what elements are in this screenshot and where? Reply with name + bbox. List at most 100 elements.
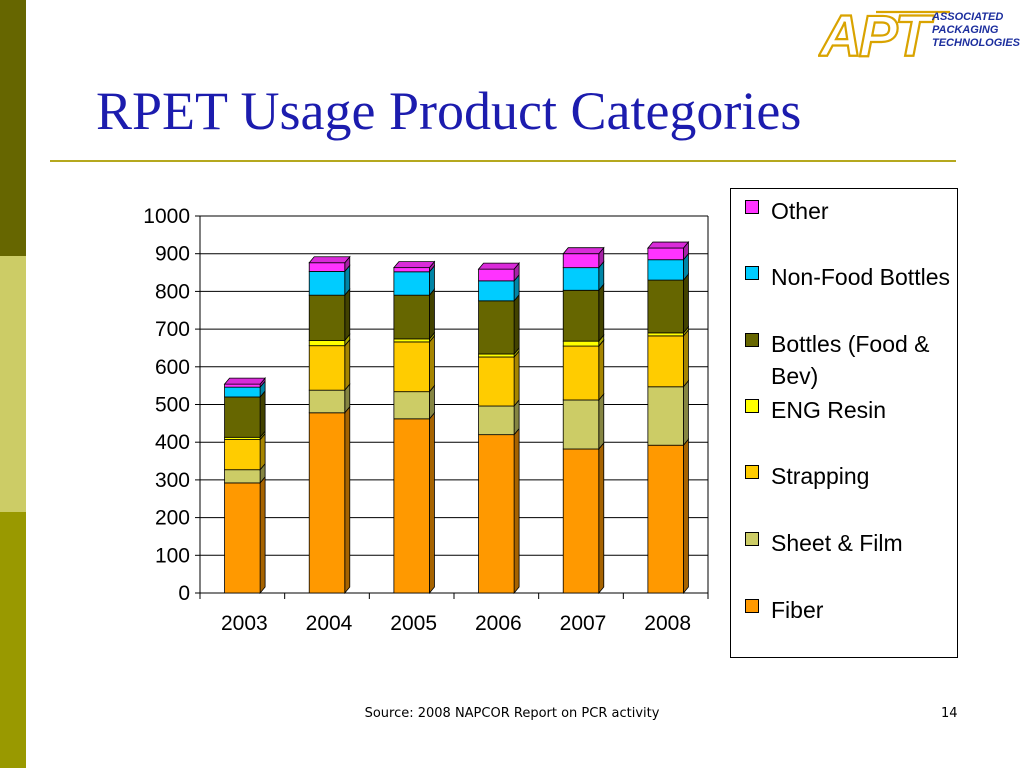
legend-swatch-eng-resin — [745, 399, 759, 413]
bar-2008-fiber — [647, 444, 684, 594]
bar-2007-fiber — [562, 448, 600, 594]
bar-2006-bottles-food-bev--side — [513, 293, 520, 356]
bar-2008-sheet-film — [647, 386, 684, 446]
bar-2005-eng-resin — [393, 338, 430, 343]
apt-logo-mark: APT — [818, 4, 935, 66]
bar-2007-fiber-side — [598, 441, 605, 595]
bar-2008-non-food-bottles — [647, 259, 684, 281]
bar-2005-other — [393, 267, 430, 273]
bar-2004-strapping-side — [344, 338, 351, 392]
bar-2006-bottles-food-bev- — [478, 300, 515, 355]
title-underline — [50, 160, 956, 162]
stacked-bar-chart: 0 100 200 300 400 500 600 700 800 900 1000 2003 2004… — [143, 205, 709, 635]
y-tick-label-600: 600 — [155, 356, 190, 379]
bar-2005-fiber-side — [429, 411, 435, 595]
bar-2003-fiber-side — [259, 475, 266, 595]
y-tick-label-1000: 1000 — [143, 205, 190, 228]
bar-2006-other — [478, 268, 515, 282]
bar-2005-bottles-food-bev--side — [429, 288, 435, 341]
legend-label-non-food-bottles: Non-Food Bottles — [771, 264, 950, 290]
bar-2004-other-top — [308, 256, 351, 264]
legend-label-other: Other — [771, 198, 829, 224]
legend-label-strapping: Strapping — [771, 463, 870, 489]
apt-logo: APT — [818, 4, 950, 66]
logo-line-associated: ASSOCIATED — [932, 11, 1004, 23]
bar-2008-other — [647, 247, 684, 261]
bar-2003-sheet-film — [224, 469, 261, 484]
bar-2007-other — [562, 253, 600, 269]
y-tick-label-0: 0 — [178, 582, 190, 605]
bar-2006-non-food-bottles — [478, 280, 515, 302]
bar-2004-bottles-food-bev- — [308, 294, 346, 341]
bar-2006-sheet-film — [478, 405, 515, 436]
bar-2007-non-food-bottles — [562, 267, 600, 291]
legend-label-sheet-film: Sheet & Film — [771, 530, 903, 556]
bar-2004-strapping — [308, 345, 346, 391]
bar-2003-other-top — [223, 377, 266, 385]
source-note: Source: 2008 NAPCOR Report on PCR activi… — [364, 706, 660, 721]
bar-2003-strapping — [224, 439, 261, 471]
bar-2007-strapping-side — [598, 338, 605, 402]
legend-swatch-sheet-film — [745, 532, 759, 546]
x-tick-label-2008: 2008 — [644, 612, 691, 635]
bar-2007-bottles-food-bev- — [562, 289, 600, 342]
bar-2007-strapping — [562, 345, 600, 401]
sidebar-block-middle — [0, 256, 26, 512]
bar-2004-eng-resin — [308, 340, 346, 347]
slide-title: RPET Usage Product Categories — [96, 81, 802, 141]
x-tick-label-2007: 2007 — [560, 612, 607, 635]
legend-swatch-other — [745, 200, 759, 214]
y-tick-label-700: 700 — [155, 318, 190, 341]
bar-2004-bottles-food-bev--side — [344, 288, 351, 342]
legend-label-eng-resin: ENG Resin — [771, 397, 887, 423]
bar-2003-fiber — [224, 482, 261, 594]
bar-2004-non-food-bottles — [308, 271, 346, 296]
x-tick-label-2004: 2004 — [306, 612, 353, 635]
bar-2005-other-top — [393, 261, 436, 269]
bar-2004-sheet-film — [308, 389, 346, 414]
x-tick-label-2005: 2005 — [390, 612, 437, 635]
bar-2008-fiber-side — [683, 438, 689, 595]
y-tick-label-900: 900 — [155, 243, 190, 266]
bar-2005-strapping-side — [429, 334, 435, 393]
y-tick-label-400: 400 — [155, 431, 190, 454]
bar-2005-strapping — [393, 341, 430, 393]
bar-2005-sheet-film — [393, 391, 430, 420]
x-tick-label-2006: 2006 — [475, 612, 522, 635]
bar-2008-other-top — [647, 241, 690, 249]
bar-2007-other-top — [562, 247, 605, 255]
bar-2003-other — [224, 383, 261, 388]
y-tick-label-300: 300 — [155, 469, 190, 492]
bar-2007-bottles-food-bev--side — [598, 283, 605, 343]
y-tick-label-800: 800 — [155, 280, 190, 303]
y-tick-label-100: 100 — [155, 544, 190, 567]
y-tick-label-200: 200 — [155, 507, 190, 530]
y-tick-label-500: 500 — [155, 394, 190, 417]
bar-2008-sheet-film-side — [683, 379, 689, 447]
apt-logo-wordmark: ASSOCIATED PACKAGING TECHNOLOGIES — [932, 11, 1020, 50]
bar-2006-strapping — [478, 356, 515, 407]
page-number: 14 — [941, 706, 958, 721]
bar-2003-non-food-bottles — [224, 386, 261, 398]
bar-2004-fiber — [308, 412, 346, 594]
bar-2004-other — [308, 262, 346, 272]
bar-2003-bottles-food-bev- — [224, 396, 261, 438]
legend-label-bottles-food-bev: Bottles (Food & Bev) — [771, 331, 930, 389]
legend-swatch-fiber — [745, 599, 759, 613]
bar-2008-eng-resin — [647, 332, 684, 337]
bar-2006-strapping-side — [513, 349, 520, 408]
bar-2008-bottles-food-bev--side — [683, 272, 689, 334]
bar-2008-strapping-side — [683, 328, 689, 388]
chart-legend: Other Non-Food Bottles Bottles (Food & B… — [730, 188, 958, 658]
legend-swatch-strapping — [745, 465, 759, 479]
legend-label-fiber: Fiber — [771, 597, 824, 623]
logo-line-technologies: TECHNOLOGIES — [932, 37, 1021, 49]
legend-swatch-non-food-bottles — [745, 266, 759, 280]
sidebar-block-bottom — [0, 512, 26, 768]
logo-line-packaging: PACKAGING — [932, 24, 999, 36]
bar-2008-bottles-food-bev- — [647, 279, 684, 334]
bar-2007-sheet-film-side — [598, 392, 605, 451]
sidebar-decoration — [0, 0, 26, 768]
bar-2005-non-food-bottles — [393, 271, 430, 296]
bar-2007-eng-resin — [562, 340, 600, 347]
